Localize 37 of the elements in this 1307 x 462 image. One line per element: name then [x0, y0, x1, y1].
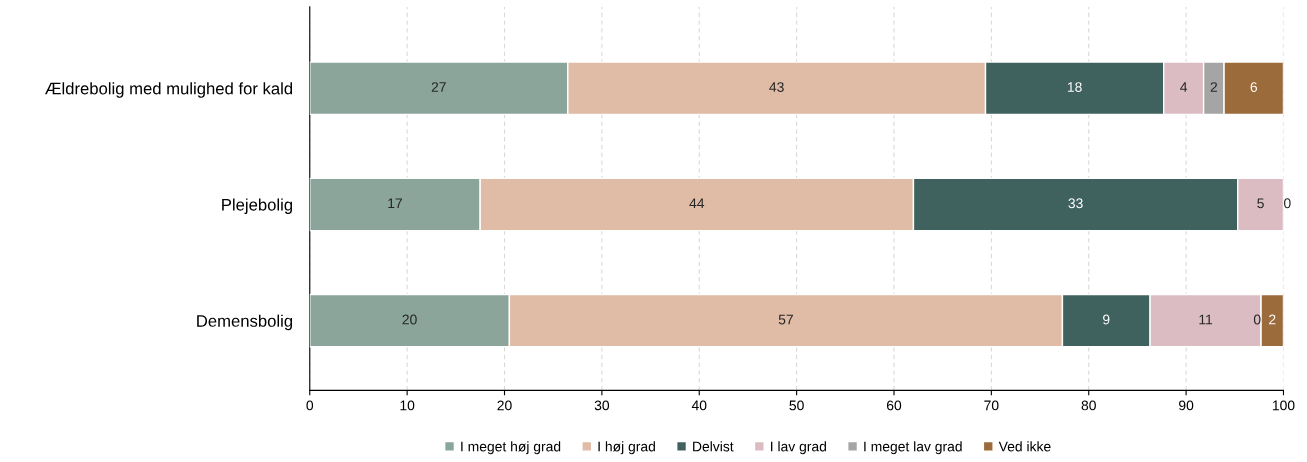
data-label: 2: [1210, 82, 1218, 92]
y-tick-label: Plejebolig: [222, 198, 293, 214]
data-label: 2: [1269, 314, 1276, 325]
data-label: 9: [1103, 314, 1110, 325]
data-label: 20: [402, 314, 417, 325]
data-label: 43: [769, 82, 784, 92]
data-label: 18: [1067, 82, 1082, 92]
x-tick-label: 100: [1272, 400, 1295, 411]
x-tick-label: 40: [691, 400, 707, 411]
legend-label: Delvist: [693, 441, 734, 452]
legend-label: I meget lav grad: [864, 441, 962, 455]
data-label: 0: [1284, 198, 1291, 209]
y-tick-label: Demensbolig: [197, 314, 293, 331]
data-label: 5: [1257, 198, 1264, 209]
legend-label: Ved ikke: [998, 441, 1051, 452]
x-tick-label: 70: [984, 400, 999, 411]
x-tick-label: 90: [1179, 400, 1194, 411]
x-tick-label: 30: [594, 400, 610, 411]
data-label: 4: [1180, 82, 1188, 92]
data-label: 44: [689, 198, 705, 209]
x-tick-label: 60: [886, 400, 902, 411]
legend-label: I lav grad: [771, 441, 826, 455]
data-label: 0: [1253, 314, 1261, 325]
x-tick-label: 0: [306, 400, 314, 411]
x-tick-label: 80: [1081, 400, 1096, 411]
data-label: 11: [1199, 314, 1213, 325]
data-label: 6: [1250, 82, 1258, 92]
legend-label: I høj grad: [598, 441, 655, 455]
x-tick-label: 20: [497, 400, 512, 411]
x-tick-label: 10: [400, 400, 415, 411]
x-tick-label: 50: [789, 400, 804, 411]
data-label: 57: [778, 314, 793, 325]
data-label: 27: [431, 82, 446, 92]
data-label: 33: [1068, 198, 1083, 209]
legend-label: I meget høj grad: [461, 441, 561, 455]
y-tick-label: Ældrebolig med mulighed for kald: [45, 82, 293, 98]
data-label: 17: [388, 198, 402, 209]
